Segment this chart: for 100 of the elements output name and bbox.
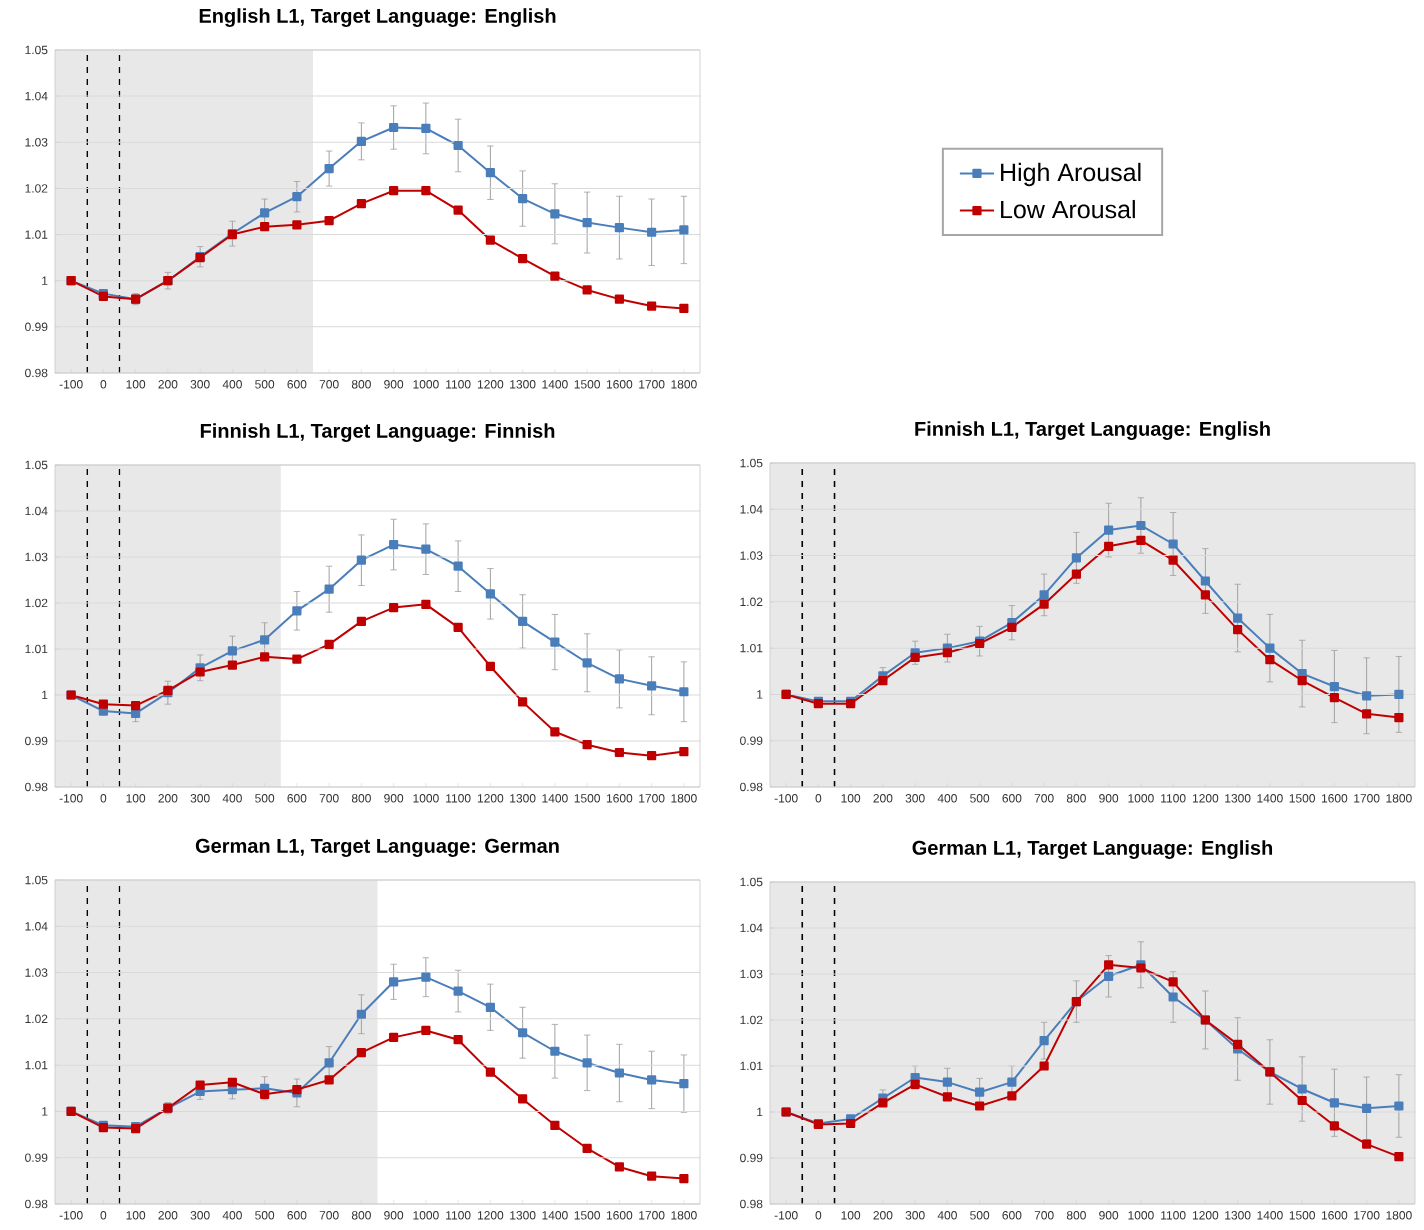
x-tick-label: 1400 — [542, 1211, 568, 1220]
x-tick-label: 1600 — [1321, 794, 1348, 803]
x-tick-label: 1800 — [671, 794, 697, 803]
x-tick-label: 1800 — [1386, 1211, 1412, 1220]
chart-title: German L1, Target Language: German — [195, 838, 559, 857]
x-tick-label: 900 — [1099, 1211, 1119, 1220]
x-tick-label: 1100 — [446, 794, 471, 803]
x-tick-label: 1600 — [606, 1211, 633, 1220]
chart-title: Finnish L1, Target Language: English — [915, 421, 1270, 440]
x-tick-label: 200 — [873, 794, 893, 803]
chart-title: English L1, Target Language: English — [199, 8, 556, 27]
x-tick-label: 0 — [815, 794, 822, 803]
y-tick-label: 0.99 — [25, 736, 48, 746]
y-tick-label: 1 — [42, 690, 48, 700]
x-tick-label: 1200 — [1192, 1211, 1219, 1220]
legend-label: Low Arousal — [1001, 199, 1135, 219]
x-tick-label: 1100 — [1161, 794, 1186, 803]
y-tick-label: 1.05 — [25, 45, 48, 55]
y-tick-label: 0.98 — [25, 782, 48, 792]
x-tick-label: 200 — [158, 1211, 178, 1220]
x-tick-label: 1400 — [542, 794, 568, 803]
x-tick-label: 500 — [970, 1211, 990, 1220]
x-tick-label: 1100 — [1161, 1211, 1186, 1220]
x-tick-label: 1400 — [1257, 1211, 1283, 1220]
x-tick-label: 1400 — [1257, 794, 1283, 803]
x-tick-label: 500 — [255, 1211, 275, 1220]
y-tick-label: 1.02 — [740, 597, 763, 607]
x-tick-label: 600 — [287, 1211, 307, 1220]
x-tick-label: 0 — [100, 794, 107, 803]
y-tick-label: 1.03 — [25, 138, 48, 147]
x-tick-label: 0 — [100, 380, 107, 389]
legend-label: High Arousal — [1001, 162, 1141, 187]
x-tick-label: 1800 — [671, 1211, 697, 1220]
x-tick-label: 1000 — [1128, 794, 1154, 803]
y-tick-label: 1 — [757, 1107, 763, 1117]
y-tick-label: 1.01 — [740, 643, 763, 653]
x-tick-label: 1000 — [413, 794, 439, 803]
x-tick-label: 1600 — [606, 380, 633, 389]
x-tick-label: 1500 — [574, 380, 601, 389]
x-tick-label: 1600 — [606, 794, 633, 803]
x-tick-label: 1300 — [510, 1211, 536, 1220]
x-tick-label: 1500 — [1289, 1211, 1316, 1220]
x-tick-label: 800 — [351, 1211, 371, 1220]
x-tick-label: 500 — [970, 794, 990, 803]
chart-title: Finnish L1, Target Language: Finnish — [200, 423, 555, 442]
x-tick-label: 800 — [351, 380, 371, 389]
x-tick-label: -100 — [774, 1211, 798, 1220]
x-tick-label: 700 — [1034, 794, 1054, 803]
x-tick-label: -100 — [59, 380, 83, 389]
y-tick-label: 1.01 — [25, 644, 48, 654]
x-tick-label: 200 — [158, 794, 178, 803]
x-tick-label: 400 — [937, 1211, 957, 1220]
x-tick-label: 1800 — [1386, 794, 1412, 803]
x-tick-label: 1000 — [413, 380, 439, 389]
x-tick-label: 1100 — [446, 1211, 471, 1220]
x-tick-label: 1700 — [639, 380, 665, 389]
x-tick-label: 1500 — [1289, 794, 1316, 803]
x-tick-label: 800 — [1066, 794, 1086, 803]
x-tick-label: 700 — [319, 380, 339, 389]
chart-title: German L1, Target Language: English — [912, 840, 1273, 859]
x-tick-label: 1300 — [1225, 794, 1251, 803]
x-tick-label: -100 — [774, 794, 798, 803]
x-tick-label: 1000 — [1128, 1211, 1154, 1220]
y-tick-label: 1.05 — [25, 875, 48, 885]
y-tick-label: 1.02 — [740, 1015, 763, 1025]
x-tick-label: 900 — [384, 1211, 404, 1220]
x-tick-label: 500 — [255, 794, 275, 803]
x-tick-label: 100 — [841, 1211, 861, 1220]
x-tick-label: 600 — [1002, 1211, 1022, 1220]
x-tick-label: 1200 — [477, 794, 504, 803]
x-tick-label: 1700 — [1354, 794, 1380, 803]
x-tick-label: 600 — [287, 794, 307, 803]
x-tick-label: 300 — [190, 794, 210, 803]
x-tick-label: 1200 — [477, 380, 504, 389]
x-tick-label: 100 — [126, 380, 146, 389]
y-tick-label: 0.98 — [25, 368, 48, 378]
y-tick-label: 1.02 — [25, 598, 48, 608]
y-tick-label: 0.98 — [25, 1199, 48, 1209]
y-tick-label: 1.03 — [740, 969, 763, 979]
x-tick-label: 300 — [905, 1211, 925, 1220]
y-tick-label: 1 — [42, 1107, 48, 1116]
x-tick-label: 200 — [158, 380, 178, 389]
x-tick-label: 300 — [190, 1211, 210, 1220]
x-tick-label: 700 — [319, 794, 339, 803]
y-tick-label: 1.05 — [740, 458, 763, 468]
y-tick-label: 1.05 — [25, 460, 48, 470]
x-tick-label: 1500 — [574, 1211, 601, 1220]
x-tick-label: 900 — [384, 380, 404, 389]
x-tick-label: 600 — [287, 380, 307, 389]
x-tick-label: 800 — [1066, 1211, 1086, 1220]
x-tick-label: 800 — [351, 794, 371, 803]
x-tick-label: 300 — [905, 794, 925, 803]
y-tick-label: 0.99 — [740, 736, 763, 745]
x-tick-label: 200 — [873, 1211, 893, 1220]
y-tick-label: 1.01 — [25, 1060, 48, 1070]
x-tick-label: 1200 — [1192, 794, 1219, 803]
y-tick-label: 0.98 — [740, 1199, 763, 1209]
x-tick-label: 700 — [1034, 1211, 1054, 1220]
x-tick-label: 100 — [126, 794, 146, 803]
x-tick-label: 600 — [1002, 794, 1022, 803]
